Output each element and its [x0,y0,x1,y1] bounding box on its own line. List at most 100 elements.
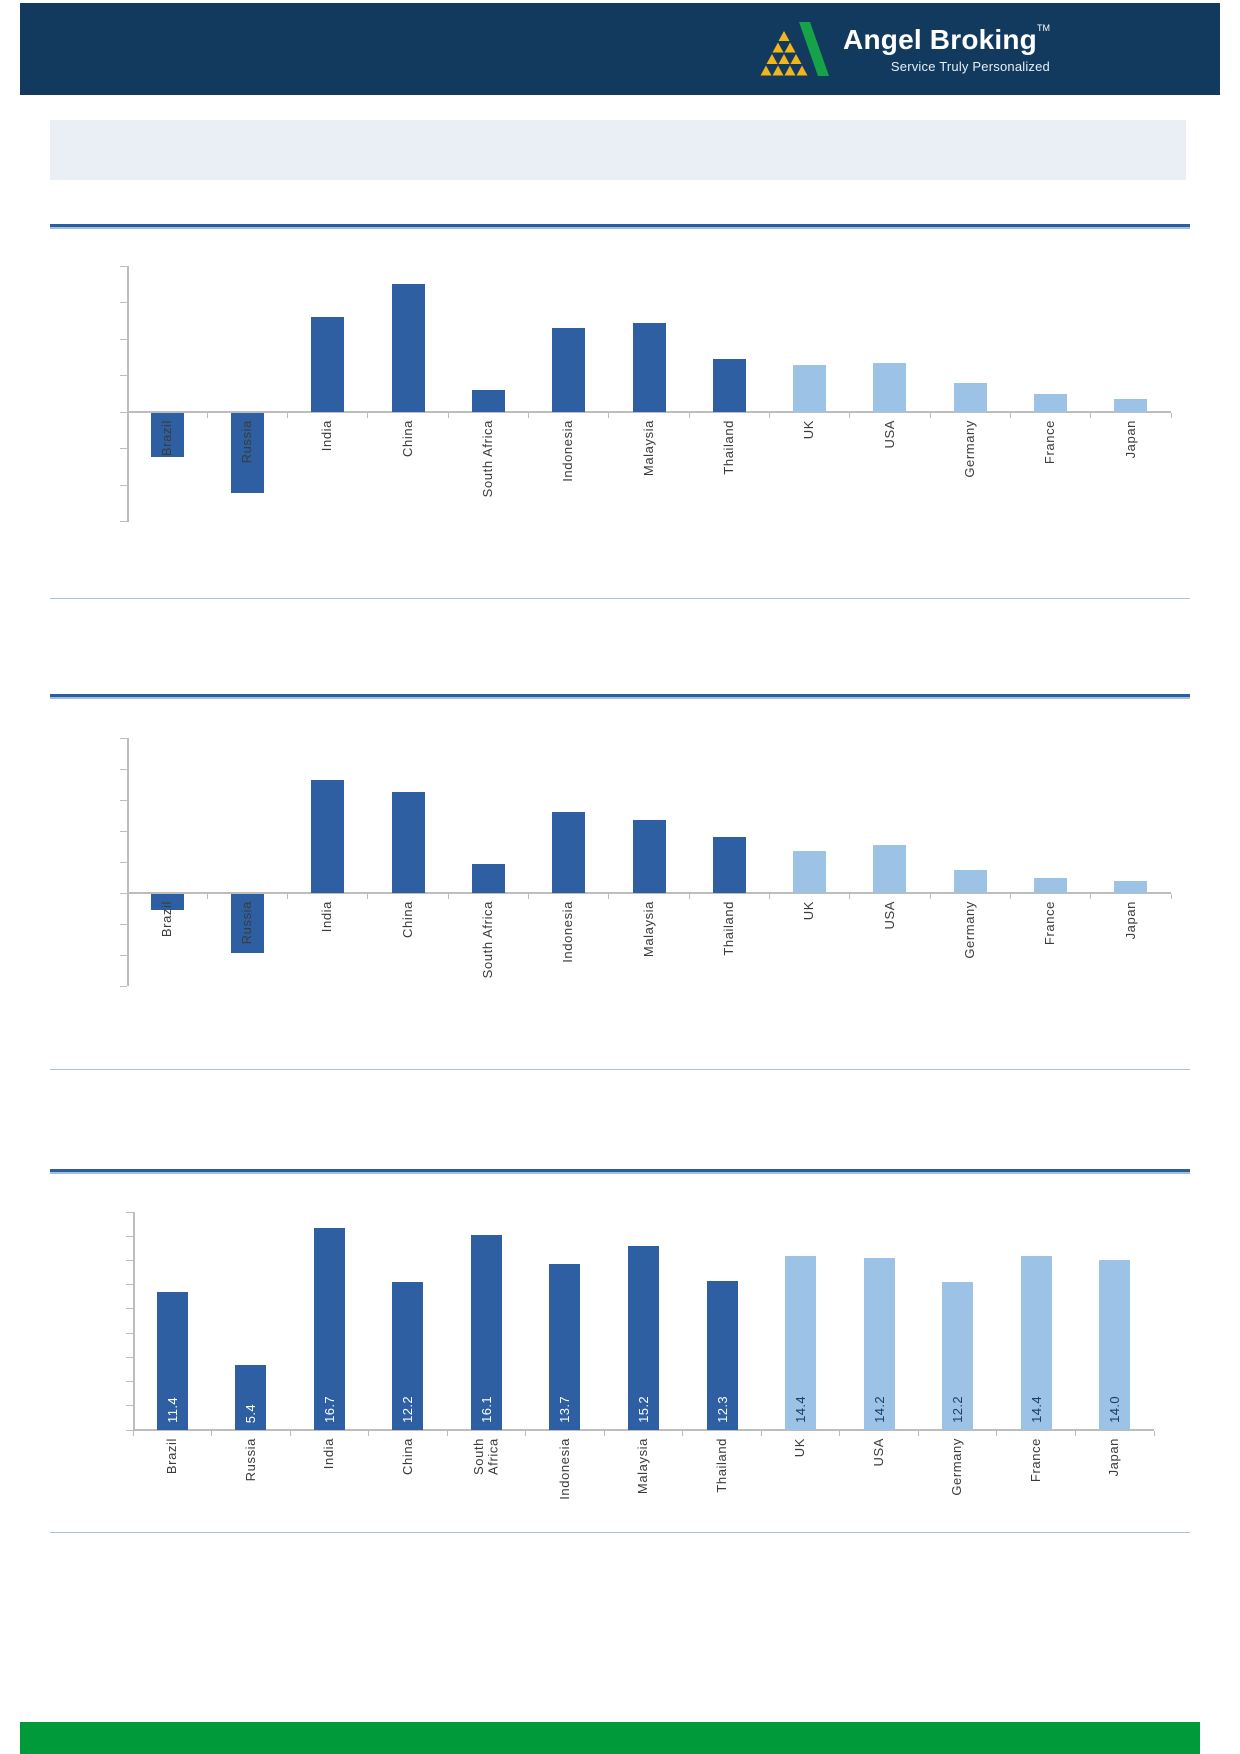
data-label-text: 14.4 [793,1396,809,1423]
x-axis-tick [287,413,289,418]
x-axis-tick [603,1431,605,1436]
category-label-text: Brazil [163,1438,179,1475]
y-axis-tick [126,1429,133,1431]
category-label-germany: Germany [935,420,1005,478]
category-label-text: Thailand [721,420,737,475]
y-axis-tick [126,1381,133,1383]
x-axis-tick [1153,1431,1155,1436]
data-label-brazil: 11.4 [137,1397,207,1423]
y-axis-tick [126,1284,133,1286]
x-axis-tick [688,413,690,418]
category-label-text: Germany [961,420,977,478]
category-label-germany: Germany [923,1438,993,1496]
bar-india [311,779,345,893]
bar-china [391,792,425,893]
trademark-symbol: TM [1037,23,1050,33]
x-axis-tick [206,413,208,418]
y-axis-tick [120,923,127,925]
x-axis-tick [1009,894,1011,899]
y-axis-tick [120,411,127,413]
x-axis-tick [929,894,931,899]
x-axis-tick [132,1431,134,1436]
bar-russia [235,1364,267,1430]
category-label-brazil: Brazil [132,420,202,456]
category-label-text: China [399,901,415,938]
category-label-japan: Japan [1096,901,1166,939]
y-axis-tick [120,484,127,486]
y-axis-tick [120,830,127,832]
category-label-text: Malaysia [640,901,656,958]
category-label-russia: Russia [212,901,282,944]
category-label-text: Indonesia [556,1438,572,1500]
x-axis-tick [1009,413,1011,418]
category-label-text: Russia [239,901,255,945]
category-label-text: UK [792,1438,808,1458]
data-label-text: 14.0 [1107,1396,1123,1423]
bar-usa [873,844,907,893]
x-axis-tick [126,413,128,418]
y-axis-tick [120,768,127,770]
x-axis-tick [688,894,690,899]
section2-header-rule [50,694,1190,697]
y-axis-tick [120,302,127,303]
data-label-text: 12.2 [400,1396,416,1423]
category-label-indonesia: Indonesia [530,1438,600,1500]
bar-uk [793,851,827,893]
data-label-uk: 14.4 [766,1396,836,1423]
x-axis-tick [1170,413,1172,418]
data-label-text: 14.4 [1028,1396,1044,1423]
y-axis-tick [120,799,127,801]
data-label-france: 14.4 [1001,1396,1071,1423]
y-axis-tick [120,448,127,449]
data-label-germany: 12.2 [923,1396,993,1423]
category-label-text: USA [881,901,897,930]
x-axis-tick [528,413,530,418]
bar-japan [1114,399,1148,412]
x-axis-tick [446,1431,448,1436]
bar-brazil [156,1291,188,1430]
category-label-text: Thailand [713,1438,729,1493]
data-label-india: 16.7 [294,1396,364,1423]
data-label-text: 13.7 [557,1396,573,1423]
data-label-text: 12.3 [714,1396,730,1423]
data-label-text: 16.7 [321,1396,337,1423]
y-axis-tick [120,338,127,340]
category-label-text: France [1042,420,1058,465]
section1-header-rule [50,224,1190,227]
category-label-china: China [373,1438,443,1475]
x-axis-baseline [127,411,1171,413]
category-label-text: Germany [949,1438,965,1496]
category-label-text: Malaysia [635,1438,651,1495]
x-axis-tick [849,413,851,418]
x-axis-tick [447,413,449,418]
angel-broking-logo: Angel BrokingTM Service Truly Personaliz… [757,22,1050,76]
category-label-text: South Africa [480,420,496,498]
bar-malaysia [632,820,666,893]
logo-pyramid-icon [760,22,830,76]
x-axis-tick [367,894,369,899]
category-label-uk: UK [766,1438,836,1457]
title-box [50,120,1186,180]
category-label-usa: USA [855,420,925,449]
category-label-text: Russia [239,420,255,464]
category-label-india: India [293,420,363,451]
category-label-brazil: Brazil [137,1438,207,1474]
category-label-uk: UK [775,901,845,920]
y-axis-tick [120,892,127,894]
section1-divider [50,598,1190,599]
category-label-russia: Russia [212,420,282,463]
y-axis-tick [126,1308,133,1310]
category-label-text: France [1042,901,1058,946]
chart-emerging-vs-developed-1: Brazil Russia India China South Africa Indone… [120,265,1172,522]
category-label-text: Thailand [721,901,737,956]
chart-emerging-vs-developed-2: Brazil Russia India China South Africa Indone… [120,737,1172,987]
x-axis-tick [289,1431,291,1436]
bar-germany [953,382,987,412]
x-axis-tick [1090,413,1092,418]
bar-thailand [706,1281,738,1430]
category-label-japan: Japan [1080,1438,1150,1476]
category-label-south-africa: South Africa [451,1438,521,1475]
x-axis-tick [768,894,770,899]
y-axis [127,266,129,522]
